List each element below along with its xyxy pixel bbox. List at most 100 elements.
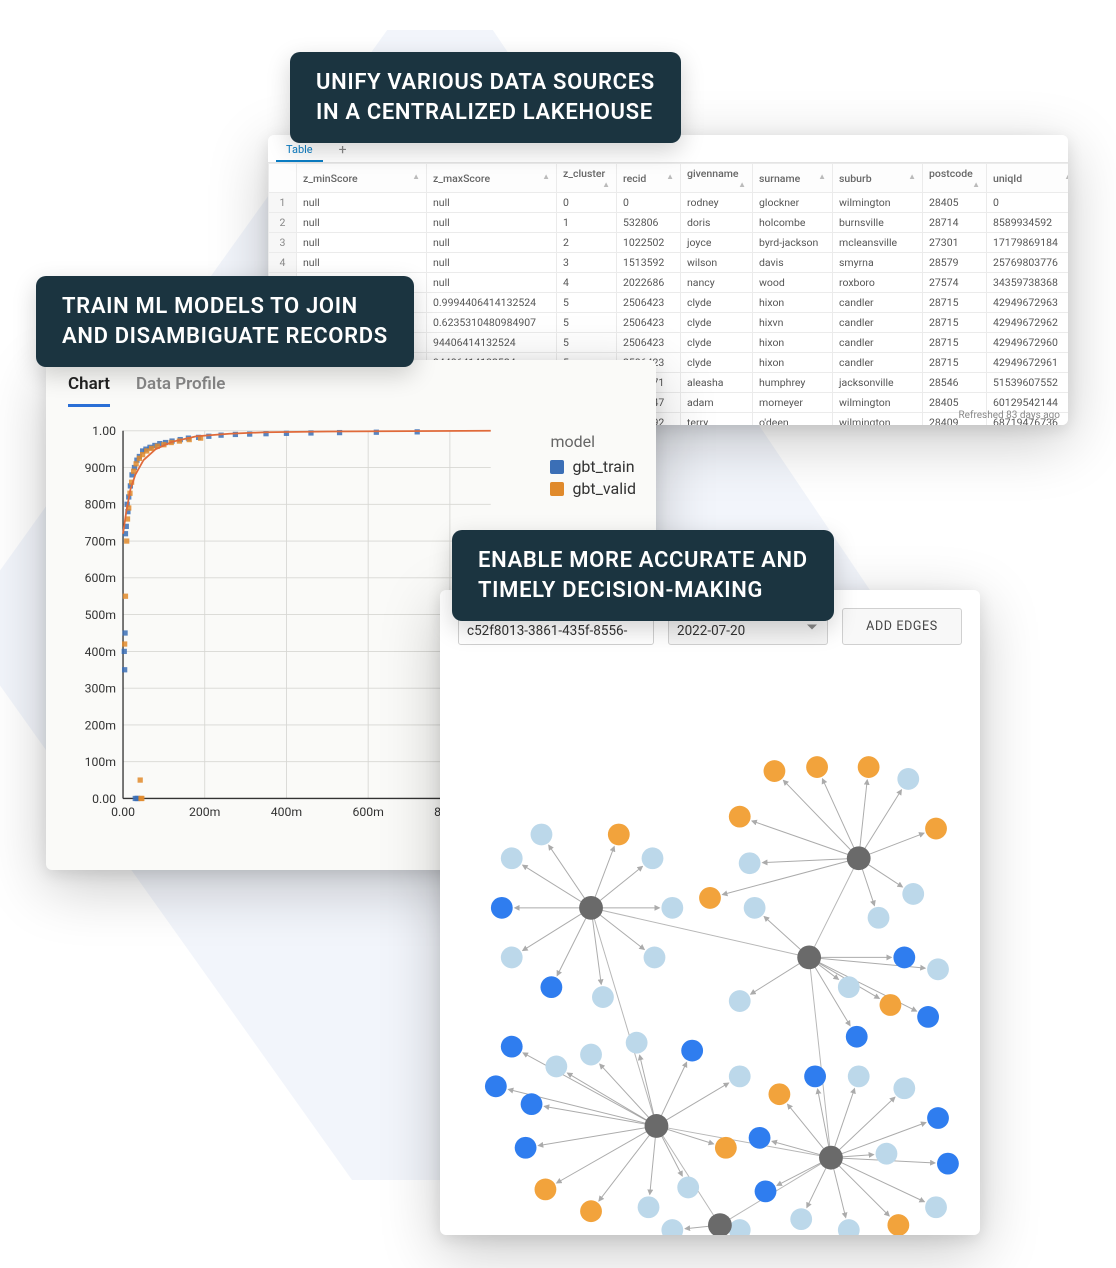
node-id-value: c52f8013-3861-435f-8556-	[467, 623, 645, 639]
column-header[interactable]: z_maxScore▲	[427, 164, 557, 193]
svg-text:100m: 100m	[85, 755, 116, 769]
graph-hub[interactable]	[708, 1213, 732, 1235]
graph-node[interactable]	[768, 1083, 790, 1105]
svg-text:0.00: 0.00	[92, 792, 116, 806]
graph-node[interactable]	[897, 768, 919, 790]
chevron-down-icon	[807, 624, 817, 629]
graph-node[interactable]	[626, 1032, 648, 1054]
graph-hub[interactable]	[819, 1146, 843, 1170]
table-row[interactable]: 4nullnull31513592wilsondavissmyrna285792…	[269, 253, 1069, 273]
graph-node[interactable]	[848, 1065, 870, 1087]
graph-node[interactable]	[491, 897, 513, 919]
graph-node[interactable]	[580, 1044, 602, 1066]
graph-node[interactable]	[893, 947, 915, 969]
svg-text:600m: 600m	[85, 571, 116, 585]
graph-node[interactable]	[545, 1056, 567, 1078]
graph-hub[interactable]	[847, 846, 871, 870]
graph-node[interactable]	[661, 1219, 683, 1235]
column-header[interactable]: recid▲	[617, 164, 681, 193]
graph-node[interactable]	[642, 847, 664, 869]
graph-node[interactable]	[677, 1177, 699, 1199]
caption-top: UNIFY VARIOUS DATA SOURCESIN A CENTRALIZ…	[290, 52, 681, 143]
graph-node[interactable]	[501, 1036, 523, 1058]
svg-text:0.00: 0.00	[111, 805, 135, 819]
table-row[interactable]: 3nullnull21022502joycebyrd-jacksonmclean…	[269, 233, 1069, 253]
table-row[interactable]: 1nullnull00rodneyglocknerwilmington28405…	[269, 193, 1069, 213]
table-row[interactable]: 2nullnull1532806dorisholcombeburnsville2…	[269, 213, 1069, 233]
graph-node[interactable]	[868, 907, 890, 929]
graph-node[interactable]	[790, 1208, 812, 1230]
graph-node[interactable]	[838, 1219, 860, 1235]
graph-node[interactable]	[925, 1196, 947, 1218]
graph-node[interactable]	[858, 756, 880, 778]
legend-title: model	[550, 432, 636, 451]
graph-node[interactable]	[535, 1178, 557, 1200]
graph-node[interactable]	[749, 1127, 771, 1149]
graph-node[interactable]	[846, 1026, 868, 1048]
graph-node[interactable]	[501, 947, 523, 969]
graph-node[interactable]	[485, 1075, 507, 1097]
column-header[interactable]: postcode▲	[923, 164, 987, 193]
column-header[interactable]: givenname▲	[681, 164, 753, 193]
graph-node[interactable]	[937, 1153, 959, 1175]
graph-node[interactable]	[699, 887, 721, 909]
graph-node[interactable]	[917, 1006, 939, 1028]
svg-text:600m: 600m	[352, 805, 383, 819]
tab-data-profile[interactable]: Data Profile	[136, 374, 225, 407]
graph-node[interactable]	[521, 1093, 543, 1115]
graph-node[interactable]	[644, 947, 666, 969]
network-graph[interactable]	[440, 660, 980, 1235]
graph-node[interactable]	[755, 1180, 777, 1202]
legend-item: gbt_valid	[550, 479, 636, 498]
graph-node[interactable]	[925, 818, 947, 840]
caption-bottom: ENABLE MORE ACCURATE ANDTIMELY DECISION-…	[452, 530, 834, 621]
graph-node[interactable]	[927, 958, 949, 980]
graph-node[interactable]	[880, 994, 902, 1016]
svg-text:500m: 500m	[85, 608, 116, 622]
graph-node[interactable]	[540, 976, 562, 998]
svg-text:700m: 700m	[85, 534, 116, 548]
graph-node[interactable]	[927, 1107, 949, 1129]
graph-node[interactable]	[739, 852, 761, 874]
graph-node[interactable]	[876, 1143, 898, 1165]
chart-legend: model gbt_train gbt_valid	[550, 432, 636, 501]
graph-node[interactable]	[681, 1040, 703, 1062]
graph-node[interactable]	[580, 1200, 602, 1222]
graph-node[interactable]	[729, 990, 751, 1012]
column-header[interactable]: z_cluster▲	[557, 164, 617, 193]
graph-node[interactable]	[715, 1137, 737, 1159]
caption-mid: TRAIN ML MODELS TO JOINAND DISAMBIGUATE …	[36, 276, 414, 367]
graph-node[interactable]	[531, 824, 553, 846]
add-edges-button[interactable]: ADD EDGES	[842, 608, 962, 645]
column-header[interactable]: uniqId▲	[987, 164, 1069, 193]
graph-node[interactable]	[902, 883, 924, 905]
tab-chart[interactable]: Chart	[68, 374, 110, 407]
graph-node[interactable]	[804, 1065, 826, 1087]
column-header[interactable]: suburb▲	[833, 164, 923, 193]
graph-node[interactable]	[744, 897, 766, 919]
graph-node[interactable]	[893, 1077, 915, 1099]
graph-node[interactable]	[661, 897, 683, 919]
graph-node[interactable]	[638, 1196, 660, 1218]
graph-hub[interactable]	[645, 1114, 669, 1138]
column-header[interactable]: z_minScore▲	[297, 164, 427, 193]
graph-hub[interactable]	[579, 896, 603, 920]
svg-text:800m: 800m	[85, 498, 116, 512]
graph-node[interactable]	[592, 986, 614, 1008]
graph-hub[interactable]	[797, 946, 821, 970]
graph-node[interactable]	[501, 847, 523, 869]
graph-node[interactable]	[608, 824, 630, 846]
graph-node[interactable]	[838, 976, 860, 998]
svg-text:400m: 400m	[85, 645, 116, 659]
svg-text:200m: 200m	[85, 718, 116, 732]
graph-node[interactable]	[515, 1137, 537, 1159]
graph-node[interactable]	[729, 1219, 751, 1235]
graph-node[interactable]	[887, 1214, 909, 1235]
graph-node[interactable]	[806, 756, 828, 778]
legend-item: gbt_train	[550, 457, 636, 476]
graph-node[interactable]	[729, 806, 751, 828]
graph-node[interactable]	[729, 1065, 751, 1087]
column-header[interactable]: surname▲	[753, 164, 833, 193]
svg-text:300m: 300m	[85, 682, 116, 696]
graph-node[interactable]	[764, 760, 786, 782]
